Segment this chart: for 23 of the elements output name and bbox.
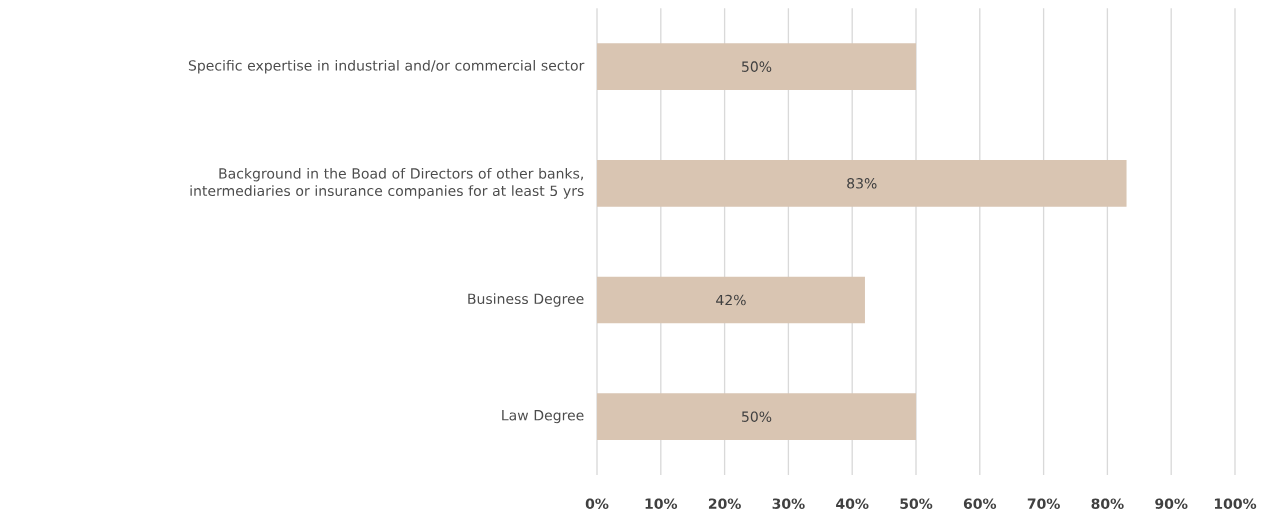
x-tick-label: 50% [900, 498, 933, 509]
x-tick-label: 10% [645, 498, 678, 509]
x-tick-label: 70% [1027, 498, 1060, 509]
x-tick-label: 30% [772, 498, 805, 509]
data-label: 50% [742, 411, 772, 422]
x-tick-label: 60% [963, 498, 997, 509]
x-tick-label: 80% [1091, 498, 1124, 509]
x-tick-label: 90% [1155, 498, 1188, 509]
data-label: 50% [742, 61, 772, 72]
y-tick-label: Background in the Boad of Directors of other banks, intermediaries or insurance companies for at least 5 yrs [190, 167, 584, 199]
y-tick-label: Specific expertise in industrial and/or commercial sector [188, 59, 585, 74]
y-tick-label: Business Degree [468, 293, 584, 307]
bar [597, 276, 865, 324]
data-label: 83% [847, 178, 877, 189]
x-tick-label: 0% [585, 498, 609, 509]
y-tick-label: Law Degree [502, 410, 584, 424]
x-tick-label: 100% [1214, 498, 1257, 509]
x-tick-label: 40% [836, 498, 869, 509]
data-label: 42% [716, 294, 746, 306]
bar [597, 43, 916, 91]
bar [597, 393, 916, 440]
bar [597, 160, 1127, 207]
x-tick-label: 20% [708, 498, 741, 509]
